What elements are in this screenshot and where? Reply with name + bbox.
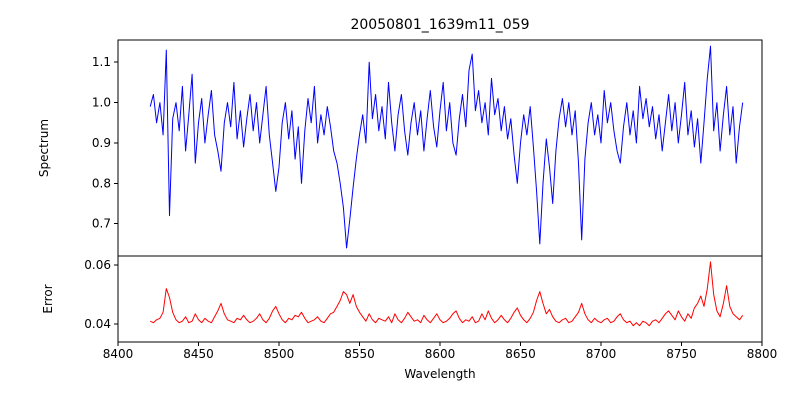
chart-title: 20050801_1639m11_059 [350, 17, 529, 33]
error-line [149, 261, 744, 327]
x-tick-label: 8500 [264, 347, 295, 361]
x-axis-label: Wavelength [404, 367, 475, 381]
y-tick-label: 0.06 [84, 258, 111, 272]
y-tick-label: 1.0 [92, 96, 111, 110]
error-y-axis-label: Error [41, 284, 55, 313]
x-tick-label: 8750 [666, 347, 697, 361]
x-tick-label: 8800 [747, 347, 778, 361]
y-tick-label: 0.7 [92, 217, 111, 231]
y-tick-label: 0.8 [92, 176, 111, 190]
y-tick-label: 0.9 [92, 136, 111, 150]
panel-frame [117, 39, 763, 257]
plot-layer: 1.1 1.0 0.9 0.8 0.7 0.06 0.04 8400 8450 8500 8550 8… [84, 39, 778, 361]
spectrum-line [149, 45, 744, 249]
x-tick-label: 8400 [103, 347, 134, 361]
x-tick-label: 8450 [183, 347, 214, 361]
x-tick-label: 8600 [425, 347, 456, 361]
spectrum-y-axis-label: Spectrum [37, 119, 51, 177]
x-tick-label: 8550 [344, 347, 375, 361]
y-tick-label: 1.1 [92, 55, 111, 69]
panel-frame [117, 255, 763, 343]
x-tick-label: 8700 [586, 347, 617, 361]
y-tick-label: 0.04 [84, 317, 111, 331]
x-tick-label: 8650 [505, 347, 536, 361]
